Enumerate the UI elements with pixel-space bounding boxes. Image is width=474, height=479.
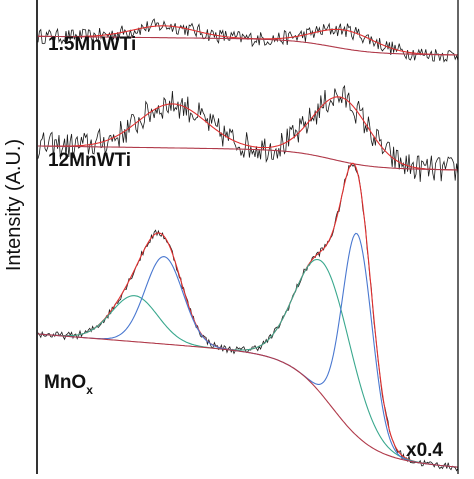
panel-2-fit-envelope-line bbox=[38, 96, 458, 171]
panel-3-peak-low-line bbox=[37, 258, 459, 468]
traces-group bbox=[37, 18, 459, 472]
y-axis-label: Intensity (A.U.) bbox=[3, 139, 25, 271]
panel-2-raw-line bbox=[37, 84, 459, 182]
panel-1-background-line bbox=[38, 35, 459, 56]
panel-2-background-line bbox=[38, 145, 459, 171]
panel-label-3-sub: x bbox=[86, 383, 93, 397]
panel-label-1: 1.5MnWTi bbox=[48, 34, 136, 55]
panel-label-3-main: MnO bbox=[44, 372, 86, 393]
panel-label-2: 12MnWTi bbox=[48, 150, 131, 171]
scale-factor-label: x0.4 bbox=[406, 440, 443, 461]
panel-3-raw-line bbox=[37, 163, 459, 472]
panel-3-background-line bbox=[37, 333, 459, 468]
panel-label-3: MnOx bbox=[44, 372, 93, 397]
